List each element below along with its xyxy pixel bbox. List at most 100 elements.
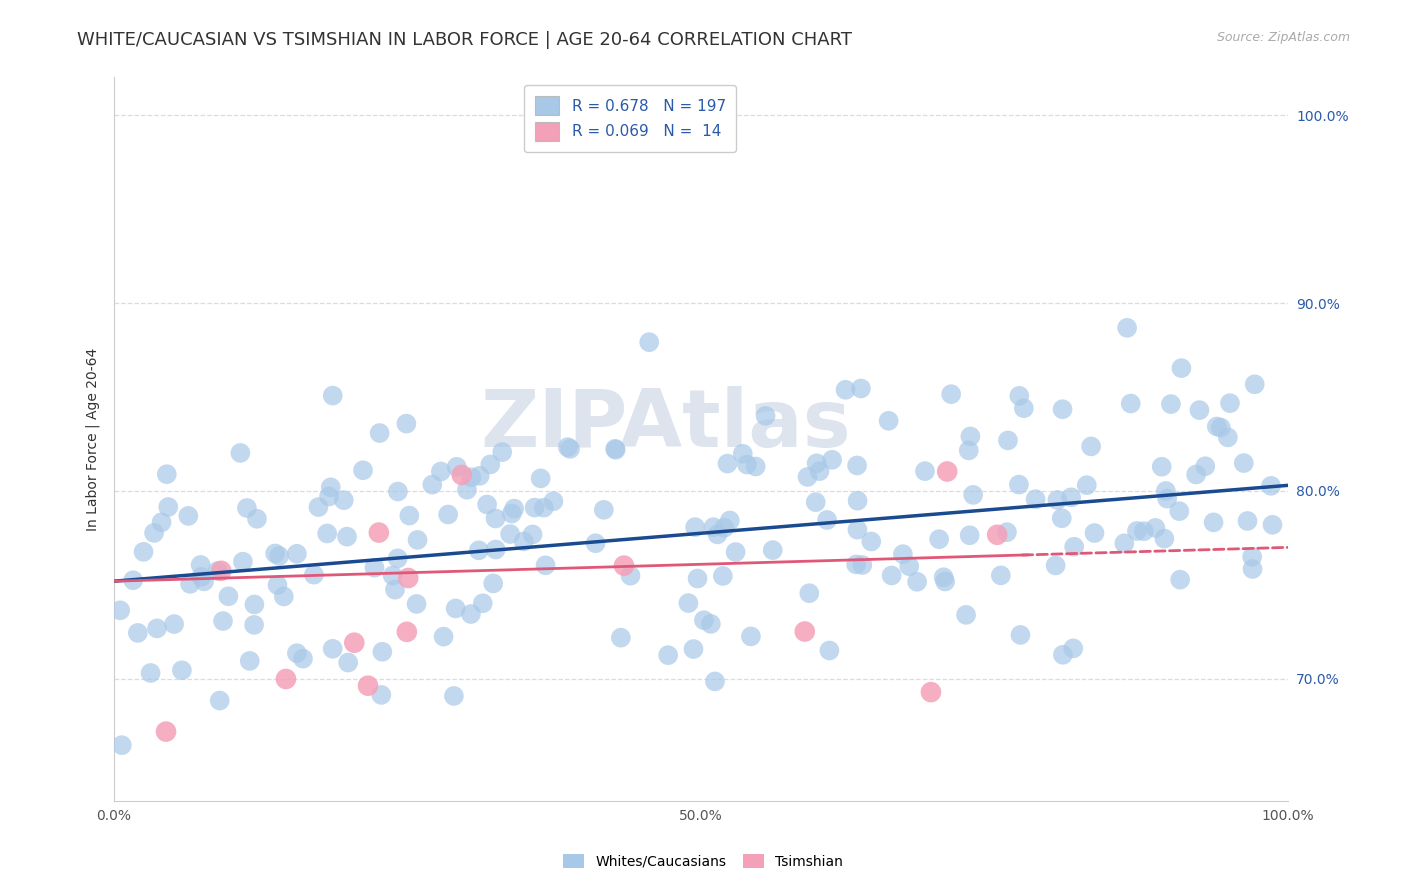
Point <box>1219 396 1241 410</box>
Text: Source: ZipAtlas.com: Source: ZipAtlas.com <box>1216 31 1350 45</box>
Point <box>266 578 288 592</box>
Point <box>851 558 873 572</box>
Point <box>269 549 291 563</box>
Point <box>236 501 259 516</box>
Point <box>613 558 636 573</box>
Point <box>610 631 633 645</box>
Point <box>1188 403 1211 417</box>
Point <box>108 603 131 617</box>
Point <box>1052 402 1074 417</box>
Point <box>322 389 344 403</box>
Point <box>880 568 903 582</box>
Point <box>1012 401 1035 416</box>
Point <box>285 547 308 561</box>
Point <box>302 567 325 582</box>
Point <box>1168 573 1191 587</box>
Point <box>501 507 523 521</box>
Point <box>534 558 557 573</box>
Point <box>1194 459 1216 474</box>
Point <box>1076 478 1098 492</box>
Point <box>1052 648 1074 662</box>
Point <box>1008 389 1031 403</box>
Point <box>1025 492 1047 507</box>
Point <box>941 387 963 401</box>
Point <box>406 533 429 547</box>
Point <box>846 458 869 473</box>
Point <box>163 617 186 632</box>
Point <box>920 685 942 699</box>
Point <box>818 643 841 657</box>
Point <box>846 523 869 537</box>
Point <box>1241 562 1264 576</box>
Point <box>437 508 460 522</box>
Point <box>170 663 193 677</box>
Point <box>443 689 465 703</box>
Point <box>475 498 498 512</box>
Point <box>799 586 821 600</box>
Point <box>1185 467 1208 482</box>
Point <box>484 511 506 525</box>
Point <box>845 558 868 572</box>
Point <box>243 598 266 612</box>
Point <box>522 527 544 541</box>
Point <box>384 582 406 597</box>
Point <box>995 525 1018 540</box>
Point <box>932 570 955 584</box>
Point <box>207 564 229 578</box>
Legend: Whites/Caucasians, Tsimshian: Whites/Caucasians, Tsimshian <box>558 848 848 874</box>
Point <box>1216 430 1239 444</box>
Point <box>132 545 155 559</box>
Point <box>1150 459 1173 474</box>
Point <box>512 534 534 549</box>
Point <box>318 490 340 504</box>
Point <box>316 526 339 541</box>
Point <box>1156 491 1178 506</box>
Point <box>755 409 778 423</box>
Point <box>934 574 956 589</box>
Point <box>716 457 738 471</box>
Point <box>111 738 134 752</box>
Point <box>274 672 297 686</box>
Point <box>264 546 287 560</box>
Point <box>370 688 392 702</box>
Point <box>905 574 928 589</box>
Point <box>914 464 936 478</box>
Point <box>638 335 661 350</box>
Point <box>962 488 984 502</box>
Point <box>368 425 391 440</box>
Point <box>959 429 981 443</box>
Point <box>212 614 235 628</box>
Point <box>122 574 145 588</box>
Point <box>678 596 700 610</box>
Point <box>530 471 553 485</box>
Point <box>898 559 921 574</box>
Point <box>955 607 977 622</box>
Point <box>1233 456 1256 470</box>
Point <box>605 442 627 456</box>
Point <box>387 551 409 566</box>
Point <box>793 624 815 639</box>
Point <box>450 467 472 482</box>
Point <box>1261 517 1284 532</box>
Point <box>683 520 706 534</box>
Point <box>446 459 468 474</box>
Point <box>706 527 728 541</box>
Point <box>430 465 453 479</box>
Point <box>834 383 856 397</box>
Point <box>849 382 872 396</box>
Point <box>229 446 252 460</box>
Point <box>273 590 295 604</box>
Point <box>1168 504 1191 518</box>
Point <box>239 654 262 668</box>
Point <box>718 514 741 528</box>
Point <box>997 434 1019 448</box>
Point <box>1045 558 1067 573</box>
Point <box>246 512 269 526</box>
Point <box>558 442 581 456</box>
Point <box>1126 524 1149 538</box>
Point <box>744 459 766 474</box>
Point <box>156 467 179 482</box>
Point <box>217 589 239 603</box>
Point <box>155 724 177 739</box>
Point <box>543 494 565 508</box>
